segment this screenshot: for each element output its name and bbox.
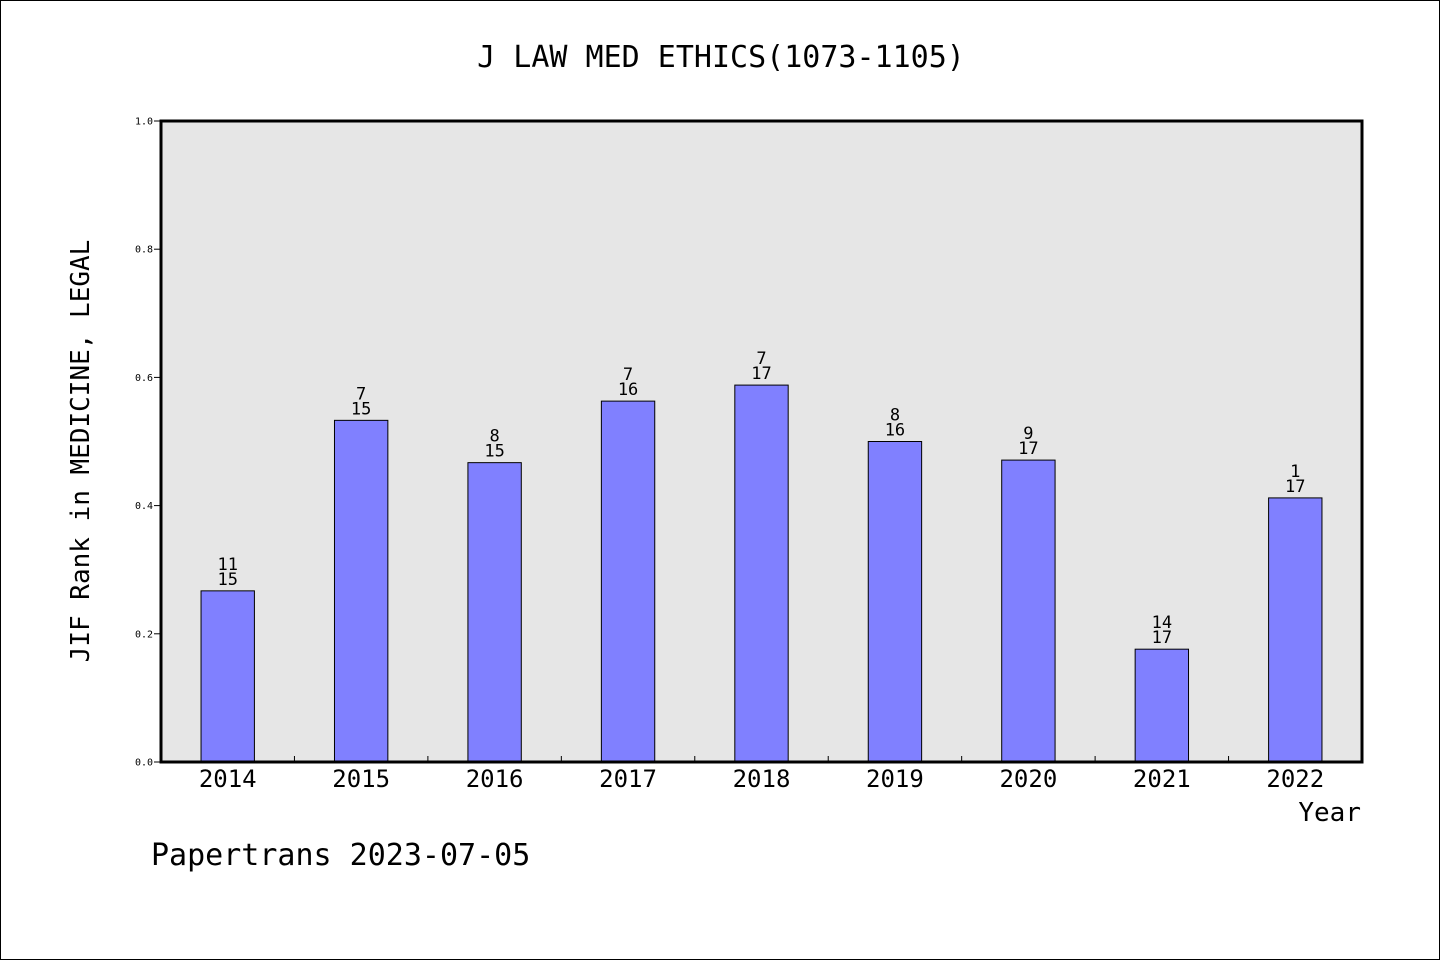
bar	[867, 441, 923, 763]
bar	[734, 384, 789, 763]
bar	[1001, 459, 1056, 763]
y-tick-label: 0.8	[135, 245, 153, 256]
bar-rank-label: 7	[623, 365, 633, 385]
bar	[1268, 497, 1323, 763]
y-tick-label: 0.6	[135, 373, 153, 384]
bar-total-label: 17	[751, 364, 771, 384]
bar	[333, 419, 389, 763]
x-tick-label: 2019	[866, 765, 924, 793]
bar-total-label: 16	[618, 380, 638, 400]
x-axis-label: Year	[1298, 798, 1361, 828]
y-tick-label: 0.0	[135, 758, 153, 769]
plot-border	[159, 119, 1364, 764]
x-tick-label: 2022	[1266, 765, 1324, 793]
y-axis-label: JIF Rank in MEDICINE, LEGAL	[66, 240, 96, 663]
bar-rank-label: 7	[756, 349, 766, 369]
bar-total-label: 17	[1152, 628, 1172, 648]
bar-total-label: 17	[1018, 439, 1038, 459]
bar	[1134, 648, 1190, 763]
bar-total-label: 16	[885, 421, 905, 441]
chart-title: J LAW MED ETHICS(1073-1105)	[477, 40, 965, 75]
x-tick-label: 2015	[332, 765, 390, 793]
bar	[467, 462, 522, 763]
x-tick-label: 2017	[599, 765, 657, 793]
bar-total-label: 15	[351, 399, 371, 419]
x-tick-label: 2020	[999, 765, 1057, 793]
bar	[600, 400, 656, 763]
bar-rank-label: 9	[1023, 424, 1033, 444]
footer-text: Papertrans 2023-07-05	[151, 838, 530, 873]
x-tick-label: 2016	[466, 765, 524, 793]
bar-rank-label: 1	[1290, 462, 1300, 482]
x-axis: 2014 2015 2016 2017 2018 2019 2020 2021 2022	[199, 756, 1324, 793]
bar-total-label: 17	[1285, 477, 1305, 497]
bar-rank-label: 8	[489, 427, 499, 447]
bar-rank-label: 8	[890, 406, 900, 426]
bar-rank-label: 11	[217, 555, 237, 575]
x-tick-label: 2014	[199, 765, 257, 793]
y-axis: 0.0 0.2 0.4 0.6 0.8 1.0	[135, 117, 161, 769]
bar	[200, 590, 255, 763]
y-tick-label: 1.0	[135, 117, 153, 128]
y-tick-label: 0.4	[135, 501, 153, 512]
y-tick-label: 0.2	[135, 629, 153, 640]
bar-total-label: 15	[484, 442, 504, 462]
bar-total-label: 15	[217, 570, 237, 590]
x-tick-label: 2018	[733, 765, 791, 793]
bar-rank-label: 14	[1152, 613, 1172, 633]
x-tick-label: 2021	[1133, 765, 1191, 793]
bar-rank-label: 7	[356, 384, 366, 404]
